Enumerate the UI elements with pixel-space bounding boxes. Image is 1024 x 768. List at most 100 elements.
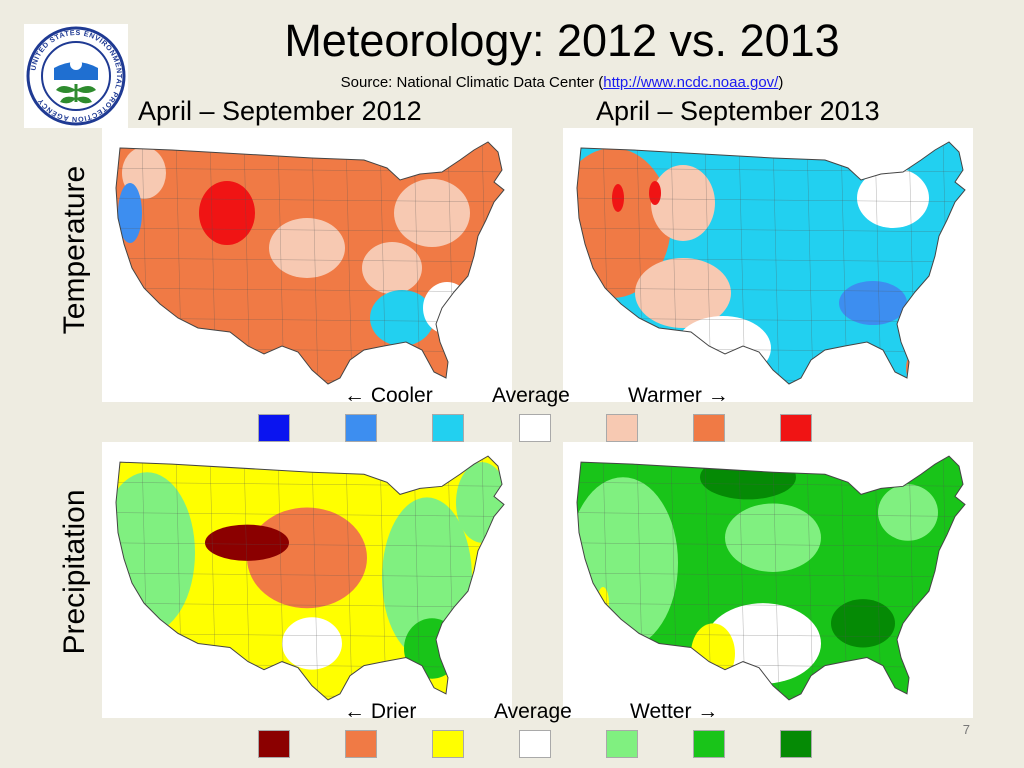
precipitation-legend-swatch-5 — [606, 730, 638, 758]
state-border — [577, 197, 965, 203]
state-border — [577, 227, 965, 233]
source-suffix: ) — [778, 74, 784, 91]
state-border — [772, 456, 780, 700]
region-1 — [199, 181, 255, 245]
region-6 — [612, 184, 624, 212]
state-border — [413, 142, 421, 384]
region-4 — [675, 316, 771, 380]
state-border — [577, 542, 965, 548]
state-border — [116, 227, 504, 233]
precipitation-legend-average: Average — [494, 700, 572, 723]
state-border — [577, 693, 965, 699]
region-5 — [700, 456, 796, 500]
region-7 — [423, 282, 471, 334]
temperature-legend-swatch-2 — [345, 414, 377, 442]
region-1 — [577, 477, 678, 649]
state-border — [577, 377, 965, 383]
coastline — [576, 455, 966, 701]
precipitation-legend-swatch-2 — [345, 730, 377, 758]
row-label-precipitation: Precipitation — [58, 489, 91, 655]
ncdc-link[interactable]: http://www.ncdc.noaa.gov/ — [603, 74, 779, 91]
coastline — [115, 455, 505, 701]
state-border — [311, 456, 319, 700]
temp_2012-svg — [115, 141, 505, 385]
state-border — [116, 287, 504, 293]
state-border — [874, 142, 882, 384]
temp_2013-svg — [576, 141, 966, 385]
coastline — [115, 141, 505, 385]
state-border — [116, 602, 504, 608]
region-8 — [857, 168, 929, 228]
temperature-map-2012 — [102, 128, 512, 402]
precipitation-legend-swatch-7 — [780, 730, 812, 758]
region-4 — [691, 623, 735, 684]
region-7 — [282, 617, 342, 670]
temperature-legend-warmer: Warmer → — [628, 384, 729, 407]
precipitation-legend-swatch-6 — [693, 730, 725, 758]
state-border — [413, 456, 421, 700]
region-6 — [831, 599, 895, 648]
precipitation-map-2012 — [102, 442, 512, 718]
temperature-legend-average: Average — [492, 384, 570, 407]
state-border — [116, 377, 504, 383]
region-3 — [269, 218, 345, 278]
row-label-temperature: Temperature — [58, 165, 91, 335]
temperature-legend-swatch-3 — [432, 414, 464, 442]
coastline — [576, 141, 966, 385]
precipitation-legend-swatch-1 — [258, 730, 290, 758]
state-border — [577, 257, 965, 263]
precip_2012-svg — [115, 455, 505, 701]
state-border — [772, 142, 780, 384]
state-border — [345, 456, 353, 700]
region-9 — [906, 350, 930, 384]
temperature-legend-cooler: ← Cooler — [344, 384, 433, 407]
temperature-legend-swatch-7 — [780, 414, 812, 442]
precipitation-legend-wetter: Wetter → — [630, 700, 719, 723]
temperature-legend-swatch-5 — [606, 414, 638, 442]
state-border — [577, 572, 965, 578]
column-heading-2012: April – September 2012 — [138, 96, 422, 126]
precipitation-legend-drier: ← Drier — [344, 700, 417, 723]
precip_2013-svg — [576, 455, 966, 701]
precipitation-legend-swatch-3 — [432, 730, 464, 758]
region-4 — [394, 179, 470, 247]
state-border — [806, 456, 814, 700]
region-3 — [705, 603, 821, 684]
state-border — [116, 512, 504, 517]
state-border — [116, 257, 504, 263]
state-border — [874, 456, 882, 700]
temperature-map-2013 — [563, 128, 973, 402]
state-border — [116, 693, 504, 699]
state-border — [577, 287, 965, 293]
source-prefix: Source: National Climatic Data Center ( — [340, 74, 604, 91]
state-border — [577, 602, 965, 608]
temperature-legend-swatch-4 — [519, 414, 551, 442]
precipitation-map-2013 — [563, 442, 973, 718]
column-heading-2013: April – September 2013 — [596, 96, 880, 126]
region-5 — [362, 242, 422, 294]
region-8 — [878, 484, 938, 541]
state-border — [116, 542, 504, 548]
region-3 — [205, 524, 289, 561]
source-citation: Source: National Climatic Data Center (h… — [140, 72, 984, 94]
region-8 — [118, 183, 142, 243]
slide-number: 7 — [962, 722, 970, 737]
epa-logo: UNITED STATES ENVIRONMENTAL PROTECTION A… — [24, 24, 128, 128]
region-2 — [725, 503, 821, 572]
region-5 — [404, 618, 460, 679]
region-1 — [116, 472, 195, 634]
region-6 — [370, 290, 434, 346]
epa-seal-icon: UNITED STATES ENVIRONMENTAL PROTECTION A… — [24, 24, 128, 128]
region-2 — [651, 165, 715, 241]
region-7 — [649, 181, 661, 205]
temperature-legend-swatch-1 — [258, 414, 290, 442]
temperature-legend-swatch-6 — [693, 414, 725, 442]
state-border — [116, 572, 504, 578]
region-5 — [839, 281, 907, 325]
state-border — [345, 142, 353, 384]
state-border — [806, 142, 814, 384]
slide-title: Meteorology: 2012 vs. 2013 — [284, 15, 840, 66]
state-border — [311, 142, 319, 384]
state-border — [577, 512, 965, 517]
state-border — [116, 197, 504, 203]
